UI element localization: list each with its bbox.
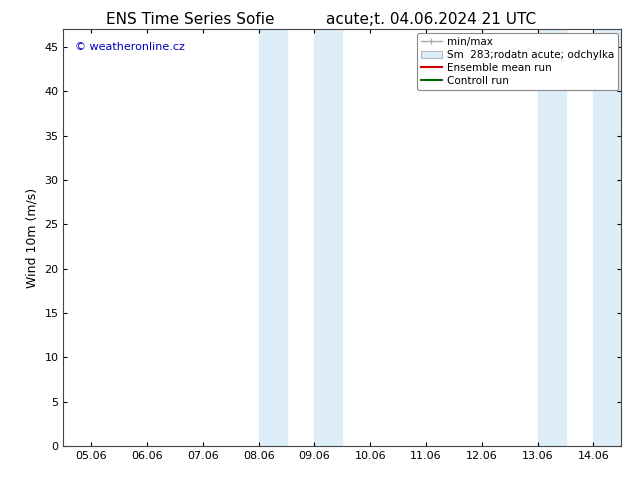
Text: ENS Time Series Sofie: ENS Time Series Sofie: [106, 12, 275, 27]
Bar: [593, 29, 621, 446]
Y-axis label: Wind 10m (m/s): Wind 10m (m/s): [26, 188, 39, 288]
Text: © weatheronline.cz: © weatheronline.cz: [75, 42, 184, 52]
Text: acute;t. 04.06.2024 21 UTC: acute;t. 04.06.2024 21 UTC: [326, 12, 536, 27]
Bar: [538, 29, 566, 446]
Bar: [259, 29, 287, 446]
Legend: min/max, Sm  283;rodatn acute; odchylka, Ensemble mean run, Controll run: min/max, Sm 283;rodatn acute; odchylka, …: [417, 32, 618, 90]
Bar: [314, 29, 342, 446]
